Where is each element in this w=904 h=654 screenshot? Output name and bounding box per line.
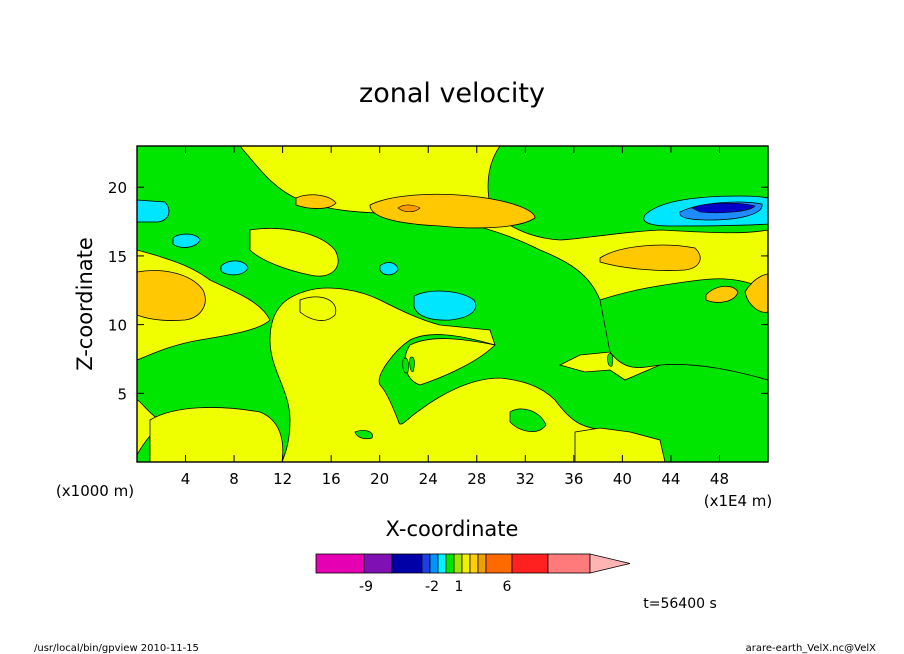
x-tick-label: 28 bbox=[467, 470, 486, 488]
y-axis-label: Z-coordinate bbox=[73, 237, 97, 371]
footer-left: /usr/local/bin/gpview 2010-11-15 bbox=[34, 643, 199, 654]
orange-patch-top-center-small bbox=[397, 204, 421, 213]
green-sliver-2 bbox=[409, 356, 415, 373]
colorbar-labels: -9 -2 1 6 bbox=[359, 579, 512, 595]
cyan-patch-4 bbox=[379, 262, 399, 276]
colorbar-segment bbox=[421, 553, 431, 574]
x-tick-label: 24 bbox=[419, 470, 438, 488]
colorbar-segment bbox=[363, 553, 393, 574]
green-small-patch-2 bbox=[354, 430, 373, 440]
colorbar-level-label: 1 bbox=[455, 579, 464, 595]
green-sliver-1 bbox=[402, 357, 409, 374]
y-tick-label: 15 bbox=[108, 248, 127, 266]
x-tick-label: 48 bbox=[710, 470, 729, 488]
colorbar-segment bbox=[485, 553, 513, 574]
x-tick-label: 4 bbox=[181, 470, 191, 488]
yellow-island-3 bbox=[149, 407, 284, 463]
x-tick-label: 20 bbox=[370, 470, 389, 488]
footer-right: arare-earth_VelX.nc@VelX bbox=[746, 643, 877, 654]
green-sliver-3 bbox=[607, 353, 614, 367]
colorbar-segment bbox=[445, 553, 455, 574]
chart-title: zonal velocity bbox=[359, 78, 545, 109]
x-axis-ticks: 4 8 12 16 20 24 28 32 36 40 44 48 bbox=[181, 146, 729, 488]
x-unit-note: (x1E4 m) bbox=[704, 492, 773, 510]
cyan-patch-3 bbox=[220, 260, 249, 276]
time-label: t=56400 s bbox=[643, 596, 717, 612]
colorbar-segment bbox=[547, 553, 591, 574]
green-region-right bbox=[599, 278, 769, 381]
y-tick-label: 10 bbox=[108, 317, 127, 335]
yellow-island-2 bbox=[299, 296, 337, 321]
y-tick-label: 20 bbox=[108, 179, 127, 197]
colorbar bbox=[315, 553, 631, 574]
colorbar-segment bbox=[315, 553, 365, 574]
colorbar-segment bbox=[469, 553, 479, 574]
cyan-patch-2 bbox=[172, 233, 201, 248]
x-tick-label: 16 bbox=[322, 470, 341, 488]
orange-patch-far-right-1 bbox=[705, 285, 739, 303]
colorbar-level-label: -9 bbox=[359, 579, 373, 595]
cyan-patch-left-edge bbox=[136, 199, 170, 223]
orange-patch-left bbox=[136, 270, 206, 321]
colorbar-extension-arrow bbox=[589, 553, 631, 574]
cyan-patch-center bbox=[413, 290, 476, 321]
orange-patch-top-left bbox=[295, 194, 337, 209]
orange-patch-top-center bbox=[369, 193, 536, 229]
z-unit-note: (x1000 m) bbox=[56, 482, 134, 500]
colorbar-segment bbox=[477, 553, 487, 574]
orange-patch-right bbox=[599, 244, 701, 271]
dark-blue-patch-right bbox=[691, 202, 756, 214]
x-tick-label: 8 bbox=[229, 470, 239, 488]
colorbar-level-label: -2 bbox=[425, 579, 439, 595]
plot-field bbox=[136, 145, 769, 463]
green-small-patch-1 bbox=[509, 408, 547, 432]
yellow-island-1 bbox=[249, 228, 339, 277]
y-tick-label: 5 bbox=[117, 385, 127, 403]
colorbar-segment bbox=[437, 553, 447, 574]
x-tick-label: 12 bbox=[273, 470, 292, 488]
colorbar-segment bbox=[453, 553, 463, 574]
colorbar-segment bbox=[391, 553, 423, 574]
x-tick-label: 44 bbox=[661, 470, 680, 488]
colorbar-segment bbox=[461, 553, 471, 574]
x-tick-label: 40 bbox=[613, 470, 632, 488]
colorbar-level-label: 6 bbox=[503, 579, 512, 595]
x-tick-label: 32 bbox=[516, 470, 535, 488]
y-axis-ticks: 5 10 15 20 bbox=[108, 179, 768, 403]
x-tick-label: 36 bbox=[564, 470, 583, 488]
x-axis-label: X-coordinate bbox=[386, 517, 519, 541]
plot-frame bbox=[136, 145, 769, 463]
colorbar-segment bbox=[429, 553, 439, 574]
colorbar-segment bbox=[511, 553, 549, 574]
